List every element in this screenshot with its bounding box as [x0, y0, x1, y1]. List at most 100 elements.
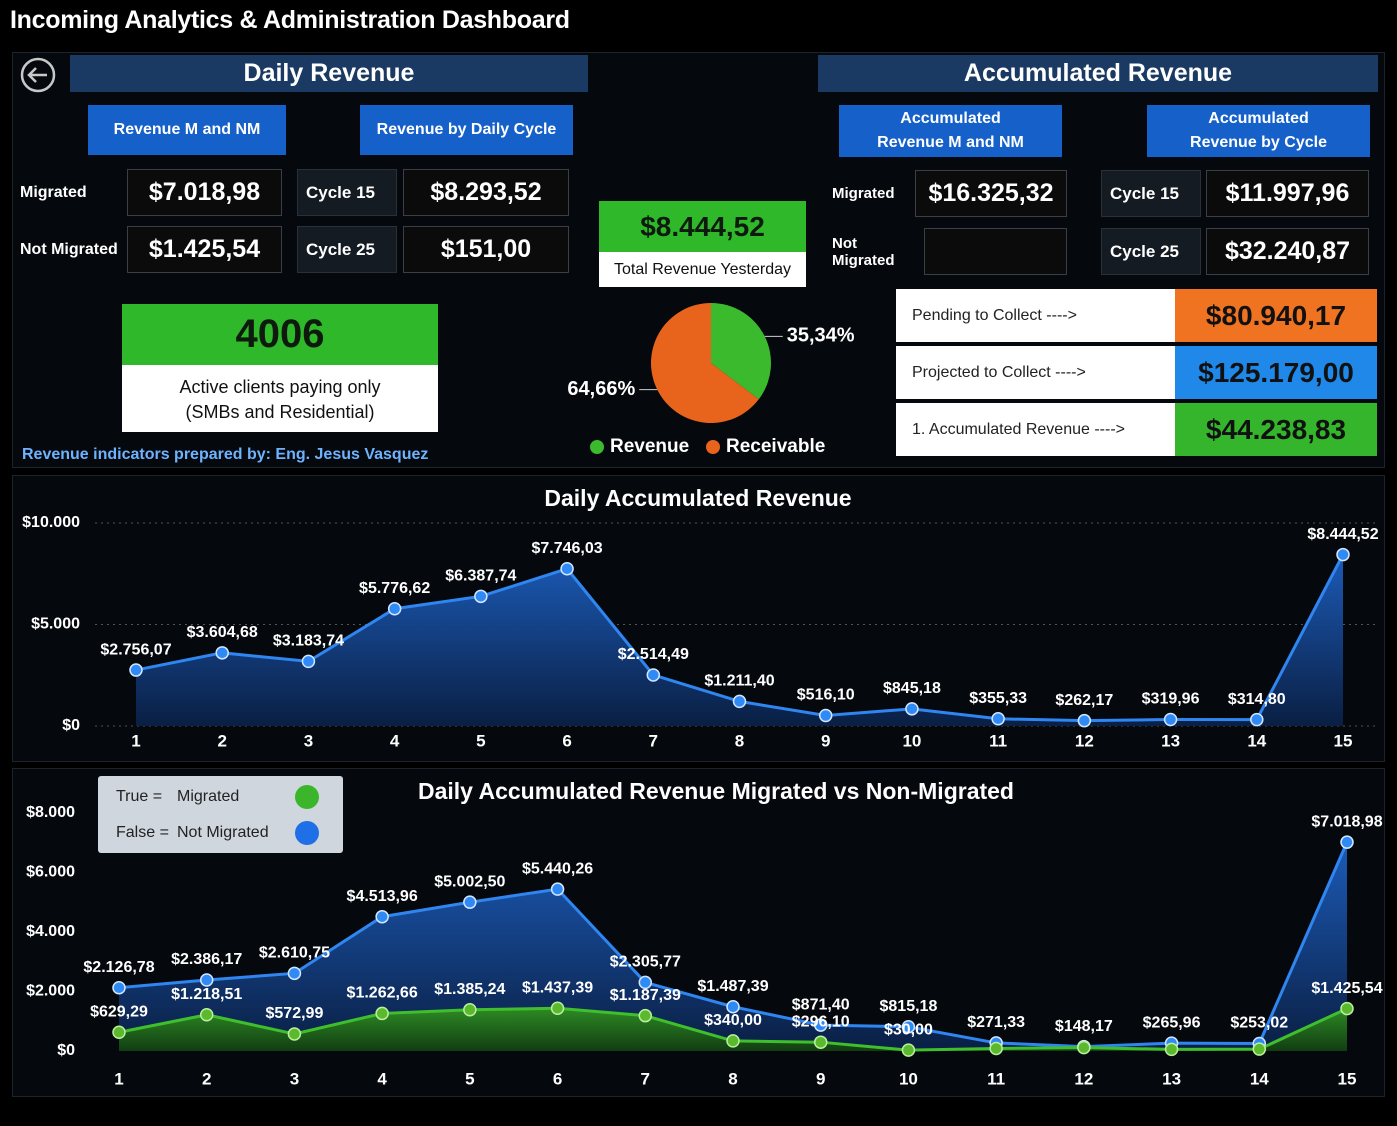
point	[638, 975, 653, 990]
value-box	[924, 228, 1067, 275]
value-label: $296,10	[792, 1013, 850, 1030]
legend-swatch	[295, 821, 319, 845]
row-label: Not Migrated	[832, 234, 895, 269]
point	[301, 654, 316, 669]
value-label: $262,17	[1055, 692, 1113, 709]
collect-value: $80.940,17	[1175, 289, 1377, 342]
x-tick-label: 1	[114, 1069, 123, 1088]
cycle-box: Cycle 15	[297, 169, 397, 216]
point	[905, 702, 919, 716]
x-tick-label: 8	[728, 1069, 737, 1088]
x-tick-label: 2	[202, 1069, 211, 1088]
point	[1340, 1001, 1354, 1016]
value-label: $271,33	[967, 1014, 1025, 1031]
value-label: $1.187,39	[610, 987, 681, 1004]
point	[1164, 1042, 1179, 1057]
collect-label: Pending to Collect ---->	[896, 289, 1175, 342]
clients-label: Active clients paying only (SMBs and Resi…	[122, 365, 438, 432]
x-tick-label: 13	[1162, 1069, 1181, 1088]
value-label: $871,40	[792, 996, 850, 1013]
legend-key: True =	[116, 788, 162, 805]
value-label: $1.437,39	[522, 979, 593, 996]
value-label: $4.513,96	[347, 888, 418, 905]
point	[474, 589, 488, 604]
collect-label: Projected to Collect ---->	[896, 346, 1175, 399]
value-label: $1.262,66	[347, 985, 418, 1002]
collect-value: $44.238,83	[1175, 403, 1377, 456]
point	[813, 1018, 828, 1032]
button[interactable]: Revenue by Daily Cycle	[360, 105, 573, 155]
x-tick-label: 6	[562, 731, 571, 750]
x-tick-label: 12	[1074, 1069, 1093, 1088]
legend-label: Receivable	[726, 436, 825, 457]
x-tick-label: 10	[902, 731, 921, 750]
point	[1077, 1040, 1091, 1055]
page-title: Incoming Analytics & Administration Dash…	[10, 6, 570, 34]
legend-swatch	[706, 440, 720, 454]
total-value: $8.444,52	[599, 201, 806, 252]
point	[215, 646, 229, 660]
collect-value: $125.179,00	[1175, 346, 1377, 399]
back-arrow	[27, 67, 47, 83]
x-tick-label: 3	[304, 731, 313, 750]
point	[375, 909, 389, 924]
value-label: $1.211,40	[704, 673, 774, 690]
point	[287, 966, 302, 981]
value-label: $629,29	[90, 1003, 148, 1020]
row-label: Not Migrated	[20, 240, 118, 258]
point	[463, 895, 477, 909]
value-box: $11.997,96	[1206, 170, 1369, 217]
value-label: $5.002,50	[434, 873, 505, 890]
value-box: $32.240,87	[1206, 228, 1369, 275]
button[interactable]: Revenue M and NM	[88, 105, 286, 155]
point	[1250, 712, 1264, 727]
x-tick-label: 7	[641, 1069, 650, 1088]
value-box: $8.293,52	[403, 169, 569, 216]
cycle-box: Cycle 25	[1101, 228, 1201, 275]
chart-title: Daily Accumulated Revenue Migrated vs No…	[418, 778, 1014, 804]
legend-key: False =	[116, 824, 169, 841]
back-button[interactable]	[20, 57, 56, 93]
value-label: $3.183,74	[273, 633, 344, 650]
value-box: $16.325,32	[915, 170, 1067, 217]
row-label: Migrated	[20, 183, 87, 201]
value-box: $151,00	[403, 226, 569, 273]
point	[732, 694, 747, 709]
clients-label-line: Active clients paying only	[179, 377, 381, 397]
point	[1163, 712, 1178, 727]
legend-label: Not Migrated	[177, 824, 269, 841]
x-tick-label: 2	[217, 731, 226, 750]
point	[646, 668, 661, 682]
credit: Revenue indicators prepared by: Eng. Jes…	[22, 446, 429, 463]
point	[1077, 713, 1092, 728]
x-tick-label: 12	[1075, 731, 1094, 750]
legend-swatch	[590, 440, 604, 454]
cycle-box: Cycle 25	[297, 226, 397, 273]
value-label: $2.610,75	[259, 945, 330, 962]
x-tick-label: 4	[390, 731, 400, 750]
y-tick-label: $4.000	[26, 923, 75, 940]
value-label: $314,80	[1228, 691, 1286, 708]
point	[1340, 835, 1354, 849]
point	[199, 973, 214, 987]
y-tick-label: $0	[62, 717, 80, 734]
value-label: $2.756,07	[100, 641, 171, 658]
x-tick-label: 5	[465, 1069, 474, 1088]
point	[989, 1041, 1003, 1056]
button[interactable]: Accumulated Revenue M and NM	[839, 105, 1062, 157]
x-tick-label: 11	[987, 1069, 1005, 1088]
value-label: $2.305,77	[610, 954, 681, 971]
point	[387, 601, 402, 616]
row-label: Migrated	[832, 185, 895, 202]
section-title: Accumulated Revenue	[818, 55, 1378, 92]
point	[901, 1043, 916, 1057]
x-tick-label: 5	[476, 731, 485, 750]
x-tick-label: 13	[1161, 731, 1180, 750]
value-label: $6.387,74	[445, 568, 516, 585]
button[interactable]: Accumulated Revenue by Cycle	[1147, 105, 1370, 157]
y-tick-label: $10.000	[22, 514, 80, 531]
point	[813, 1035, 828, 1049]
value-box: $1.425,54	[127, 226, 282, 273]
y-tick-label: $6.000	[26, 864, 75, 881]
